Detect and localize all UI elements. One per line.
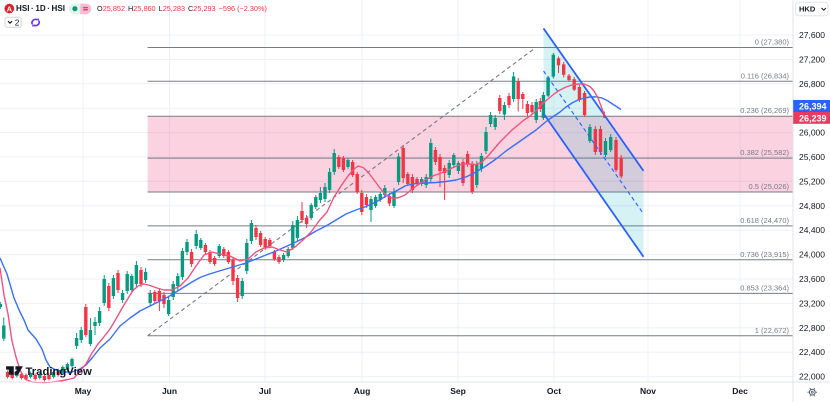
svg-text:0.5 (25,026): 0.5 (25,026): [749, 182, 790, 191]
svg-text:Sep: Sep: [450, 386, 466, 396]
svg-text:26,239: 26,239: [799, 113, 827, 123]
svg-text:0.382 (25,582): 0.382 (25,582): [740, 148, 789, 157]
svg-text:1 (22,672): 1 (22,672): [755, 326, 790, 335]
svg-text:Jul: Jul: [259, 386, 271, 396]
svg-text:22,400: 22,400: [799, 347, 825, 357]
svg-text:26,394: 26,394: [799, 102, 827, 112]
svg-text:24,400: 24,400: [799, 225, 825, 235]
svg-text:0.236 (26,269): 0.236 (26,269): [740, 106, 789, 115]
svg-text:2: 2: [15, 18, 20, 28]
svg-text:0.736 (23,915): 0.736 (23,915): [740, 250, 789, 259]
svg-text:Dec: Dec: [732, 386, 748, 396]
svg-text:22,000: 22,000: [799, 372, 825, 382]
svg-text:24,800: 24,800: [799, 201, 825, 211]
svg-text:26,800: 26,800: [799, 79, 825, 89]
svg-text:A: A: [7, 4, 13, 13]
svg-text:0.853 (23,364): 0.853 (23,364): [740, 283, 789, 292]
svg-text:0.116 (26,834): 0.116 (26,834): [741, 71, 790, 80]
svg-text:27,600: 27,600: [799, 30, 825, 40]
svg-text:26,000: 26,000: [799, 128, 825, 138]
svg-text:25,200: 25,200: [799, 176, 825, 186]
svg-text:TradingView: TradingView: [26, 366, 93, 378]
svg-text:Nov: Nov: [640, 386, 656, 396]
svg-text:HSI · 1D · HSI: HSI · 1D · HSI: [16, 4, 65, 13]
svg-text:24,000: 24,000: [799, 250, 825, 260]
svg-text:0.618 (24,470): 0.618 (24,470): [740, 216, 789, 225]
svg-text:0 (27,380): 0 (27,380): [755, 38, 790, 47]
svg-text:22,800: 22,800: [799, 323, 825, 333]
svg-text:Jun: Jun: [162, 386, 177, 396]
svg-text:23,200: 23,200: [799, 298, 825, 308]
svg-text:Oct: Oct: [547, 386, 561, 396]
svg-text:27,200: 27,200: [799, 54, 825, 64]
svg-text:Aug: Aug: [354, 386, 371, 396]
svg-text:May: May: [75, 386, 92, 396]
svg-text:25,600: 25,600: [799, 152, 825, 162]
svg-text:HKD: HKD: [799, 5, 816, 14]
svg-text:23,600: 23,600: [799, 274, 825, 284]
